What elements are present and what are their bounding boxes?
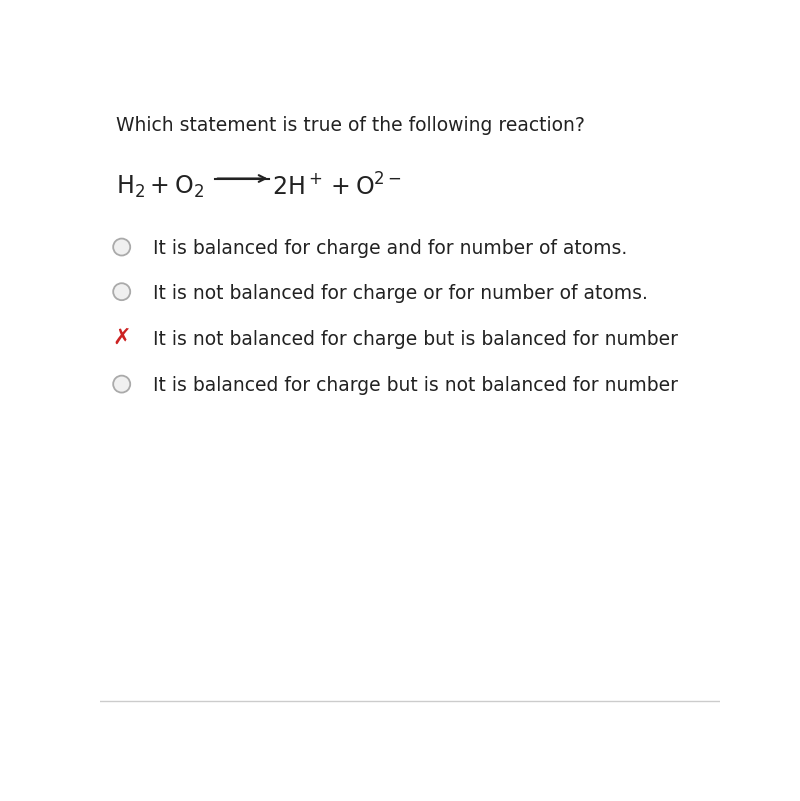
Text: $\mathsf{2H^+ + O^{2-}}$: $\mathsf{2H^+ + O^{2-}}$ (272, 174, 402, 201)
Text: Which statement is true of the following reaction?: Which statement is true of the following… (115, 116, 584, 135)
Text: It is not balanced for charge but is balanced for number: It is not balanced for charge but is bal… (153, 330, 678, 349)
Text: It is not balanced for charge or for number of atoms.: It is not balanced for charge or for num… (153, 284, 647, 303)
Circle shape (113, 239, 130, 256)
Text: ✗: ✗ (112, 328, 131, 348)
Circle shape (113, 284, 130, 300)
Text: It is balanced for charge and for number of atoms.: It is balanced for charge and for number… (153, 239, 627, 259)
Text: $\mathsf{H_2 + O_2}$: $\mathsf{H_2 + O_2}$ (115, 174, 203, 200)
Text: It is balanced for charge but is not balanced for number: It is balanced for charge but is not bal… (153, 376, 678, 396)
Circle shape (113, 376, 130, 392)
